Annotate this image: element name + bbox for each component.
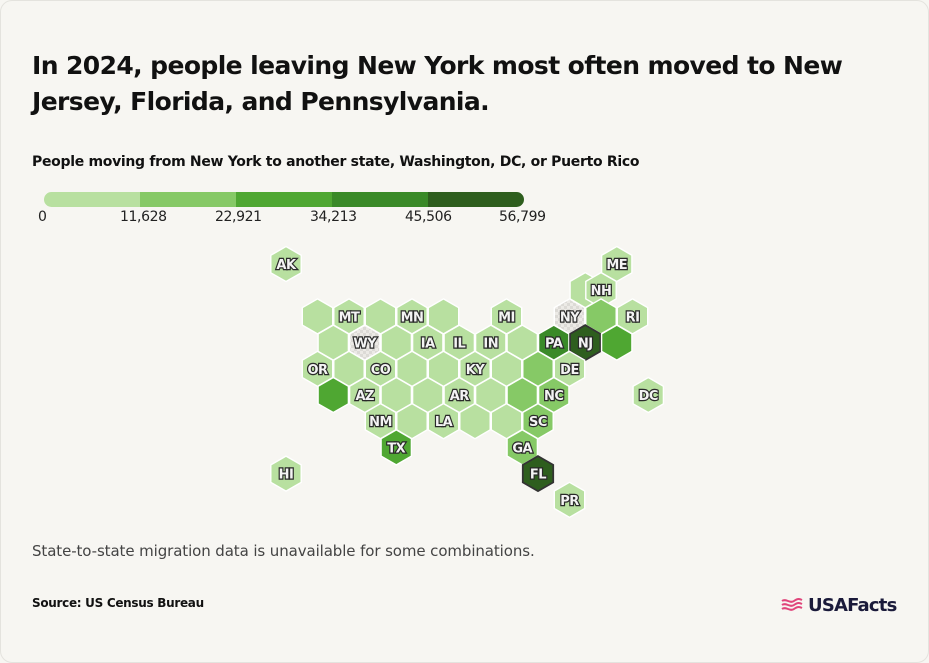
state-hex-ar[interactable]: AR (443, 376, 476, 414)
state-label: WY (353, 337, 377, 352)
state-hex-la[interactable]: LA (427, 402, 460, 440)
state-label: HI (279, 468, 294, 483)
state-label: OR (307, 363, 328, 378)
state-label: IA (421, 337, 435, 352)
state-label: SC (529, 415, 547, 430)
state-label: LA (435, 415, 453, 430)
state-hex-tx[interactable]: TX (380, 429, 413, 466)
state-label: MT (339, 310, 360, 325)
hex-shape (459, 402, 491, 440)
hex-shape (600, 324, 633, 361)
state-hex-ak[interactable]: AK (270, 245, 302, 283)
legend-bin-5 (428, 192, 524, 207)
state-label: IN (483, 337, 498, 352)
state-hex-nc[interactable]: NC (537, 376, 570, 414)
state-hex-co[interactable]: CO (364, 350, 397, 388)
state-hex-dc[interactable]: DC (632, 376, 665, 414)
hex-shape (317, 376, 350, 414)
state-label: KY (466, 363, 486, 378)
state-label: NH (591, 284, 612, 299)
state-label: AZ (356, 389, 375, 404)
legend-tick: 34,213 (310, 209, 357, 225)
state-hex-nh[interactable]: NH (585, 271, 617, 309)
state-label: NJ (578, 337, 593, 352)
state-label: PA (545, 337, 563, 352)
chart-title: In 2024, people leaving New York most of… (32, 51, 843, 116)
state-label: CO (371, 363, 391, 378)
state-hex[interactable] (600, 324, 633, 361)
legend-color-bar (44, 192, 524, 207)
legend-tick: 45,506 (405, 209, 452, 225)
flag-icon (781, 598, 803, 611)
state-label: IL (453, 337, 465, 352)
hex-shape (427, 402, 460, 440)
hex-shape (521, 455, 555, 493)
chart-subtitle: People moving from New York to another s… (32, 154, 640, 170)
state-label: RI (626, 310, 640, 325)
state-hex-pr[interactable]: PR (553, 481, 586, 519)
state-label: AK (276, 258, 297, 273)
state-hex-ky[interactable]: KY (459, 350, 491, 388)
brand-name: USAFacts (808, 594, 897, 616)
state-label: DE (560, 363, 579, 378)
state-label: NM (369, 415, 392, 430)
hex-shape (380, 429, 413, 466)
state-label: AR (450, 389, 470, 404)
state-label: GA (512, 441, 532, 456)
legend-bin-1 (44, 192, 140, 207)
source-note: Source: US Census Bureau (32, 596, 204, 610)
state-label: DC (639, 389, 658, 404)
legend-tick: 0 (38, 209, 47, 225)
brand-logo: USAFacts (780, 592, 897, 618)
state-hex-or[interactable]: OR (301, 350, 334, 388)
state-hex-fl[interactable]: FL (521, 455, 555, 493)
state-hex-hi[interactable]: HI (270, 455, 302, 492)
legend-bin-3 (236, 192, 332, 207)
hex-shape (553, 481, 586, 519)
state-hex-nm[interactable]: NM (364, 402, 397, 440)
state-hex[interactable] (317, 376, 350, 414)
state-hex-az[interactable]: AZ (348, 376, 381, 414)
state-label: NY (560, 310, 580, 325)
state-hex-mi[interactable]: MI (490, 298, 523, 335)
state-hex-mt[interactable]: MT (333, 298, 365, 335)
state-label: FL (530, 468, 546, 483)
hex-shape (632, 376, 665, 414)
state-label: ME (606, 258, 627, 273)
state-hex-ga[interactable]: GA (506, 429, 539, 466)
state-hex[interactable] (459, 402, 491, 440)
legend-tick: 22,921 (215, 209, 262, 225)
legend-bin-2 (140, 192, 236, 207)
state-hex-il[interactable]: IL (443, 324, 476, 361)
hex-shape (270, 245, 302, 283)
state-label: PR (560, 494, 579, 509)
state-label: NC (544, 389, 563, 404)
legend-bin-4 (332, 192, 428, 207)
hex-shape (270, 455, 302, 492)
state-hex-nj[interactable]: NJ (569, 324, 602, 362)
legend-tick-labels: 0 11,628 22,921 34,213 45,506 56,799 (0, 209, 929, 229)
legend-tick: 56,799 (499, 209, 546, 225)
state-hex-me[interactable]: ME (600, 245, 633, 283)
legend-tick: 11,628 (120, 209, 167, 225)
state-hex-mn[interactable]: MN (396, 298, 428, 335)
state-label: MN (401, 310, 424, 325)
state-hex-de[interactable]: DE (553, 350, 586, 388)
state-label: TX (387, 441, 405, 456)
state-label: MI (498, 310, 515, 325)
footnote: State-to-state migration data is unavail… (32, 542, 535, 560)
